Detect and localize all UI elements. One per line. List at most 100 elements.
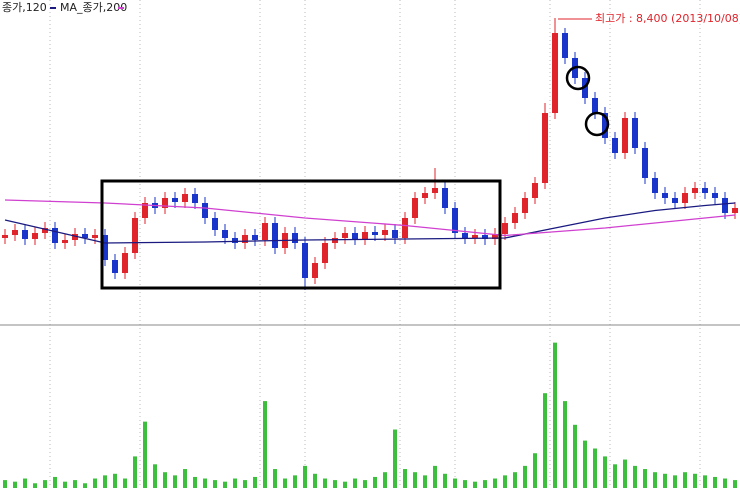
candle-body [22,230,28,239]
candle-body [552,33,558,113]
candle-body [732,208,738,213]
candle-body [292,233,298,243]
candle-body [82,234,88,238]
volume-bar [273,469,277,488]
volume-bar [663,473,667,488]
candle-body [112,260,118,273]
volume-bar [513,472,517,488]
volume-bar [213,480,217,488]
volume-bar [23,478,27,488]
candle-body [692,188,698,193]
volume-bar [323,478,327,488]
candle-body [632,118,638,148]
candle-body [682,193,688,203]
candle-body [32,233,38,239]
candle-body [602,113,608,138]
candle-body [592,98,598,113]
grid [49,0,701,488]
volume-bar [623,459,627,488]
candle-body [162,198,168,208]
candle-body [362,232,368,239]
volume-bar [453,478,457,488]
candle-body [132,218,138,253]
candle-body [102,235,108,260]
volume-bar [703,475,707,488]
volume-bar [313,473,317,488]
candle-body [482,235,488,239]
volume-bar [693,473,697,488]
candle-body [142,203,148,218]
candle-body [182,194,188,202]
candle-body [312,263,318,278]
volume-bar [43,480,47,488]
volume-bar [153,464,157,488]
candle-body [452,208,458,233]
volume-bar [63,481,67,488]
volume-bar [593,448,597,488]
candle-body [222,230,228,238]
candle-body [472,235,478,238]
volume-bar [73,480,77,488]
candle-body [352,233,358,239]
volume-bar [723,478,727,488]
volume-bar [33,483,37,488]
volume-bar [203,478,207,488]
volume-bar [303,465,307,488]
volume-bar [533,453,537,488]
volume-bar [343,481,347,488]
volume-bar [603,456,607,488]
candle-body [12,230,18,235]
candle-body [202,203,208,218]
volume-bar [683,472,687,488]
ma-line [4,199,736,237]
volume-bar [473,481,477,488]
volume-bar [93,478,97,488]
candle-body [2,235,8,238]
volume-bar [393,429,397,488]
candle-body [262,223,268,240]
candle-body [512,213,518,223]
candle-body [342,233,348,238]
volume-bar [553,342,557,488]
candle-body [422,193,428,198]
volume-bar [643,469,647,488]
volume-bar [483,480,487,488]
volume-bar [353,478,357,488]
volume-bar [383,472,387,488]
candle-body [442,188,448,208]
candle-body [492,234,498,239]
candle-body [232,238,238,243]
candle-body [392,230,398,238]
candle-body [702,188,708,193]
candle-body [172,198,178,202]
volume-bar [673,475,677,488]
volume-bar [133,456,137,488]
volume-bar [413,472,417,488]
candle-body [672,198,678,203]
legend: 종가,120 MA_종가,200 [2,1,127,14]
candle-body [502,223,508,234]
candle-body [42,228,48,233]
volume-bar [503,475,507,488]
candle-body [252,235,258,240]
candle-body [622,118,628,153]
marks [2,18,738,488]
candle-body [212,218,218,230]
volume-bar [113,473,117,488]
volume-bar [183,469,187,488]
volume-bar [573,424,577,488]
candle-body [432,188,438,193]
volume-bar [53,476,57,488]
candle-body [612,138,618,153]
candle-body [242,235,248,243]
volume-bar [713,476,717,488]
highlight-circle [584,111,610,137]
candle-body [72,234,78,240]
volume-bar [633,465,637,488]
volume-bar [263,401,267,488]
candle-body [52,228,58,243]
volume-bar [233,478,237,488]
volume-bar [423,475,427,488]
legend-label: 종가,120 [2,1,47,14]
